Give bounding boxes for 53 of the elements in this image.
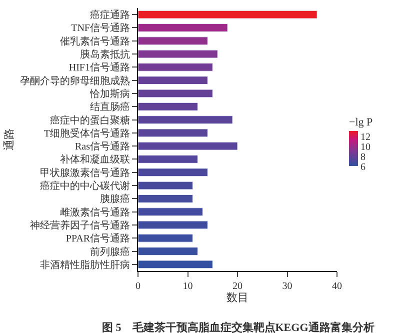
bar	[138, 76, 208, 85]
y-tick-label: 前列腺癌	[90, 246, 130, 258]
bar	[138, 220, 208, 230]
bar	[138, 102, 198, 111]
y-tick-label: 催乳素信号通路	[60, 35, 130, 48]
y-tick-label: 癌症中的蛋白聚糖	[50, 114, 130, 126]
y-tick-label: 癌症通路	[90, 9, 130, 22]
y-axis-title: 通路	[2, 128, 16, 150]
x-axis-title: 数目	[226, 292, 248, 304]
caption: 图 5 毛建茶干预高脂血症交集靶点KEGG通路富集分析	[102, 321, 374, 333]
y-tick-label: 神经营养因子信号通路	[30, 219, 130, 232]
bar	[138, 181, 193, 190]
x-tick-label: 20	[232, 281, 242, 292]
x-tick-label: 0	[136, 281, 140, 292]
color-bar-label: 8	[360, 152, 366, 163]
bar	[138, 116, 233, 124]
y-tick-label: TNF信号通路	[71, 22, 130, 34]
color-bar-label: 12	[360, 132, 370, 143]
bar	[138, 50, 218, 58]
y-tick-label: PPAR信号通路	[66, 232, 130, 245]
bar	[138, 10, 318, 19]
x-tick-label: 40	[332, 281, 342, 292]
y-tick-label: HIF1信号通路	[68, 62, 130, 74]
bar	[138, 234, 193, 242]
y-tick-label: 雌激素信号通路	[60, 206, 130, 218]
bar	[138, 128, 208, 138]
y-tick-label: 非酒精性脂肪性肝病	[40, 258, 130, 271]
bar	[138, 24, 228, 32]
y-tick-label: 恰加斯病	[89, 88, 130, 100]
color-bar-label: 10	[360, 142, 370, 153]
bar	[138, 194, 193, 203]
y-tick-label: 胰岛素抵抗	[80, 48, 130, 61]
color-bar-label: 6	[360, 162, 366, 173]
bar	[138, 89, 213, 98]
bar	[138, 142, 238, 150]
y-tick-label: 胰腺癌	[100, 193, 130, 206]
y-tick-label: 甲状腺激素信号通路	[40, 166, 130, 179]
y-tick-label: Ras信号通路	[75, 140, 130, 153]
y-tick-label: 结直肠癌	[90, 101, 130, 114]
color-bar-title: −lg P	[348, 116, 373, 129]
bar	[138, 168, 208, 177]
bar	[138, 247, 198, 256]
y-tick-label: 孕酮介导的卵母细胞成熟	[20, 74, 130, 87]
y-tick-label: T细胞受体信号通路	[44, 127, 130, 140]
y-tick-label: 补体和凝血级联	[60, 154, 130, 166]
bar	[138, 260, 213, 269]
x-tick-label: 10	[182, 281, 193, 292]
x-tick-label: 30	[282, 281, 292, 292]
y-tick-label: 癌症中的中心碳代谢	[40, 180, 130, 192]
bar	[138, 208, 203, 216]
bar	[138, 62, 213, 72]
bar	[138, 36, 208, 46]
bar	[138, 155, 198, 164]
